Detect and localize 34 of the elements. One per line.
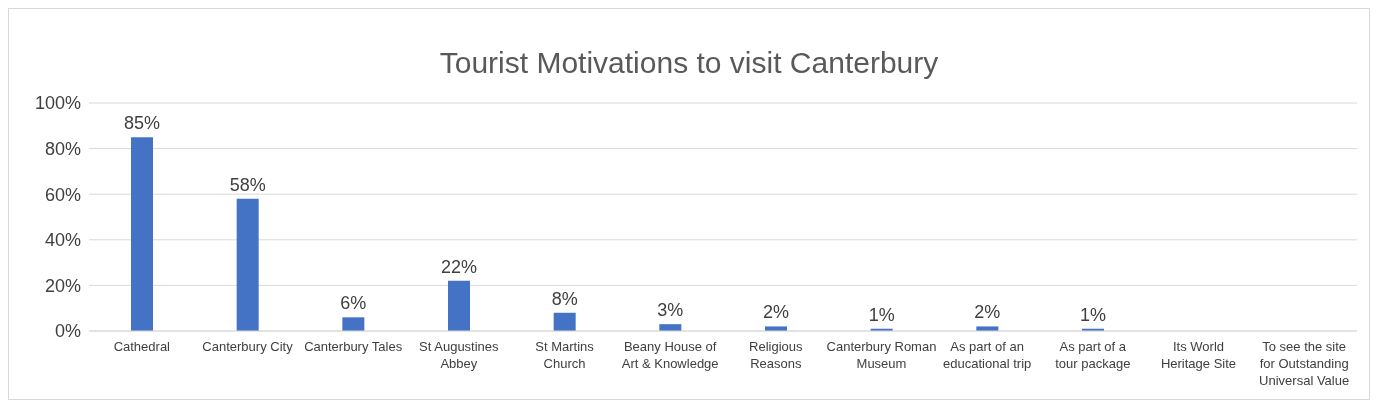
- x-tick-label: St Martins Church: [535, 339, 595, 371]
- data-label: 85%: [123, 113, 161, 134]
- bar: [342, 317, 365, 331]
- data-label: 2%: [762, 302, 790, 323]
- x-tick-label: Beany House of Art & Knowledge: [621, 339, 719, 371]
- y-tick-label: 100%: [34, 93, 81, 114]
- x-tick-label: Its World Heritage Site: [1160, 339, 1237, 371]
- chart-title: Tourist Motivations to visit Canterbury: [438, 45, 940, 81]
- y-tick-label: 0%: [54, 321, 81, 342]
- x-tick-label: Canterbury City: [202, 339, 294, 354]
- y-tick-label: 40%: [44, 230, 81, 251]
- data-label: 3%: [657, 300, 684, 321]
- data-label: 8%: [551, 288, 578, 309]
- data-label: 1%: [1079, 304, 1107, 325]
- data-label: 58%: [229, 174, 266, 195]
- x-tick-label: To see the site for Outstanding Universal Value: [1259, 339, 1350, 388]
- x-tick-label: Religious Reasons: [749, 339, 804, 371]
- y-tick-label: 20%: [44, 275, 81, 296]
- bar: [448, 280, 470, 331]
- data-label: 1%: [868, 304, 895, 325]
- x-tick-label: As part of an educational trip: [943, 339, 1032, 371]
- data-label: 2%: [974, 302, 1001, 323]
- data-label: 6%: [340, 293, 367, 314]
- bar: [553, 312, 576, 331]
- y-tick-label: 80%: [44, 138, 81, 159]
- y-tick-label: 60%: [44, 184, 81, 205]
- data-label: 22%: [440, 256, 478, 277]
- x-tick-label: Cathedral: [113, 339, 171, 354]
- x-tick-label: As part of a tour package: [1055, 339, 1131, 371]
- x-tick-label: Canterbury Tales: [304, 339, 403, 354]
- bar: [236, 198, 259, 331]
- x-tick-label: Canterbury Roman Museum: [826, 339, 937, 371]
- x-tick-label: St Augustines Abbey: [419, 339, 500, 371]
- bar: [131, 137, 153, 331]
